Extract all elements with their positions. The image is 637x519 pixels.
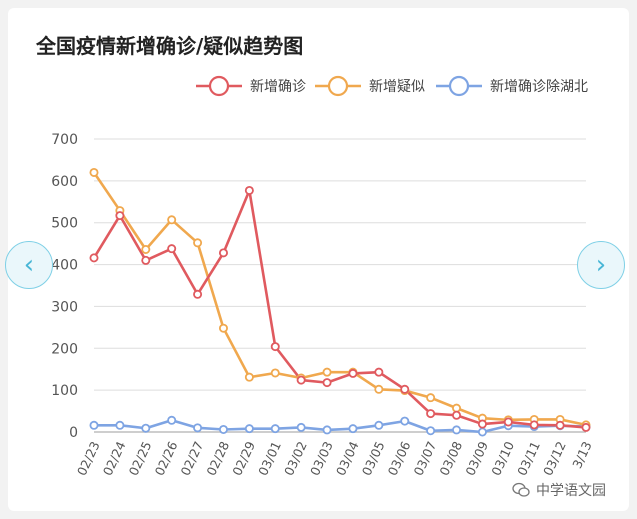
data-point [322, 378, 332, 388]
y-tick-label: 0 [69, 425, 78, 441]
data-point [193, 423, 203, 433]
y-tick-label: 200 [51, 341, 78, 357]
data-point [348, 368, 358, 378]
data-point [167, 215, 177, 225]
data-point [400, 416, 410, 426]
legend-marker [327, 75, 349, 97]
x-tick-label: 03/01 [255, 439, 284, 478]
data-point [555, 420, 565, 430]
data-point [270, 424, 280, 434]
x-tick-label: 02/24 [100, 439, 129, 478]
y-axis-ticks: 0 100 200 300 400 500 600 700 [51, 132, 78, 441]
y-tick-label: 600 [51, 174, 78, 190]
x-tick-label: 02/27 [177, 439, 206, 478]
data-point [167, 415, 177, 425]
legend: 新增确诊 新增疑似 新增确诊除湖北 [196, 75, 588, 97]
data-point [193, 289, 203, 299]
data-point [400, 384, 410, 394]
data-point [89, 253, 99, 263]
y-tick-label: 100 [51, 383, 78, 399]
data-point [115, 211, 125, 221]
chart-title: 全国疫情新增确诊/疑似趋势图 [36, 34, 304, 58]
legend-marker [208, 75, 230, 97]
prev-arrow-button[interactable]: ‹ [5, 241, 53, 289]
x-tick-label: 03/08 [436, 439, 465, 478]
watermark: 中学语文园 [512, 480, 606, 500]
x-tick-label: 3/13 [569, 439, 594, 471]
data-point [581, 422, 591, 432]
y-tick-label: 500 [51, 216, 78, 232]
x-tick-label: 03/07 [411, 439, 440, 478]
data-point [141, 255, 151, 265]
x-tick-label: 03/12 [540, 439, 569, 478]
series-line [92, 171, 587, 427]
data-point [296, 422, 306, 432]
data-point [452, 403, 462, 413]
data-point [322, 425, 332, 435]
watermark-text: 中学语文园 [536, 483, 606, 499]
data-point [426, 409, 436, 419]
x-tick-label: 03/11 [514, 439, 543, 478]
data-point [452, 410, 462, 420]
y-tick-label: 400 [51, 258, 78, 274]
chevron-left-icon: ‹ [23, 250, 35, 280]
data-point [244, 372, 254, 382]
x-tick-label: 03/06 [385, 439, 414, 478]
data-point [529, 420, 539, 430]
chevron-right-icon: › [595, 250, 607, 280]
data-point [426, 426, 436, 436]
next-arrow-button[interactable]: › [577, 241, 625, 289]
x-tick-label: 03/09 [462, 439, 491, 478]
x-tick-label: 02/29 [229, 439, 258, 478]
legend-marker [448, 75, 470, 97]
data-point [218, 424, 228, 434]
data-point [426, 393, 436, 403]
x-tick-label: 03/05 [359, 439, 388, 478]
x-tick-label: 02/28 [203, 439, 232, 478]
x-tick-label: 02/23 [74, 439, 103, 478]
data-point [115, 420, 125, 430]
data-point [503, 417, 513, 427]
data-point [374, 367, 384, 377]
y-tick-label: 700 [51, 132, 78, 148]
x-tick-label: 03/03 [307, 439, 336, 478]
data-point [89, 420, 99, 430]
data-point [244, 424, 254, 434]
data-point [477, 427, 487, 437]
x-tick-label: 03/10 [488, 439, 517, 478]
data-point [270, 368, 280, 378]
x-tick-label: 02/26 [152, 439, 181, 478]
data-point [348, 424, 358, 434]
data-point [167, 244, 177, 254]
data-point [193, 238, 203, 248]
legend-label: 新增疑似 [369, 79, 425, 95]
x-tick-label: 03/04 [333, 439, 362, 478]
data-point [374, 420, 384, 430]
x-tick-label: 02/25 [126, 439, 155, 478]
grid-lines [94, 138, 586, 433]
legend-label: 新增确诊 [250, 79, 306, 95]
data-point [244, 185, 254, 195]
x-tick-label: 03/02 [281, 439, 310, 478]
y-tick-label: 300 [51, 299, 78, 315]
data-point [374, 384, 384, 394]
data-point [141, 245, 151, 255]
series-layer [89, 167, 591, 437]
data-point [296, 375, 306, 385]
data-point [452, 425, 462, 435]
wechat-icon [512, 482, 530, 497]
data-point [322, 367, 332, 377]
data-point [270, 342, 280, 352]
data-point [218, 248, 228, 258]
legend-label: 新增确诊除湖北 [490, 79, 588, 95]
x-axis-ticks: 02/2302/2402/2502/2602/2702/2802/2903/01… [74, 439, 595, 478]
data-point [218, 323, 228, 333]
data-point [89, 167, 99, 177]
data-point [477, 419, 487, 429]
data-point [141, 423, 151, 433]
